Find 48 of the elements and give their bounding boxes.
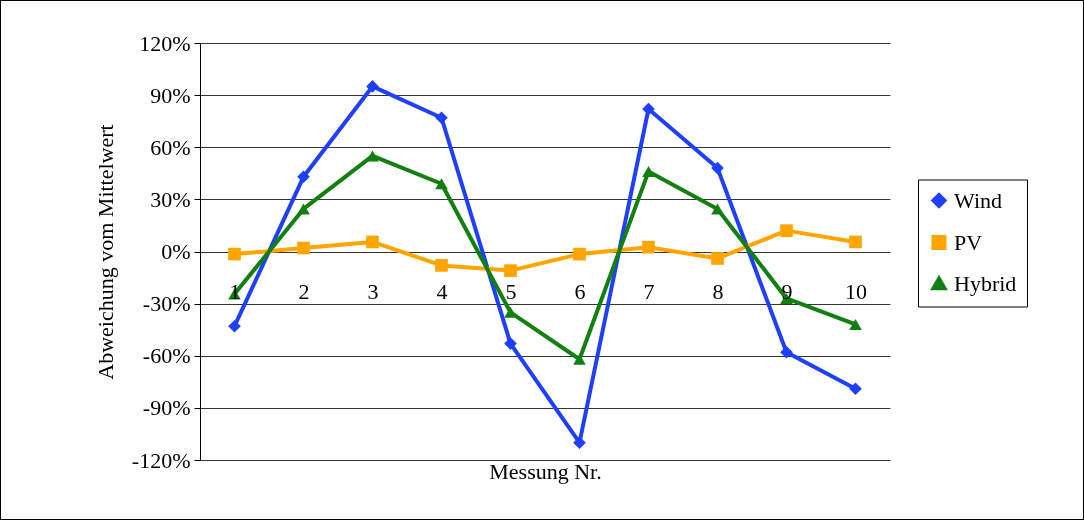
point bbox=[642, 240, 655, 254]
point bbox=[504, 264, 517, 277]
x-tick-label: 8 bbox=[712, 279, 724, 304]
y-tick-label: 60% bbox=[150, 134, 191, 160]
point bbox=[642, 166, 655, 178]
y-tick-label: -120% bbox=[131, 447, 191, 473]
y-tick-label: 90% bbox=[150, 82, 191, 108]
point bbox=[297, 203, 310, 215]
point bbox=[435, 178, 448, 190]
y-tick-label: -30% bbox=[142, 291, 191, 317]
point bbox=[504, 337, 517, 350]
x-tick-label: 3 bbox=[367, 279, 379, 304]
point bbox=[711, 203, 724, 215]
point bbox=[366, 80, 379, 93]
point bbox=[711, 161, 724, 175]
legend-label: Wind bbox=[954, 187, 1002, 213]
y-tick-label: 30% bbox=[150, 186, 191, 212]
point bbox=[711, 252, 724, 265]
point bbox=[228, 319, 241, 333]
x-axis-title: Messung Nr. bbox=[489, 458, 602, 484]
point bbox=[297, 170, 310, 184]
x-tick-label: 6 bbox=[574, 279, 586, 304]
x-tick-label: 5 bbox=[505, 279, 517, 304]
point bbox=[573, 436, 586, 449]
y-tick-label: -90% bbox=[142, 395, 191, 421]
point bbox=[642, 102, 655, 116]
x-tick-label: 4 bbox=[436, 279, 448, 304]
point bbox=[366, 235, 379, 249]
point bbox=[780, 345, 793, 359]
legend-label: Hybrid bbox=[954, 270, 1017, 296]
point bbox=[435, 259, 448, 272]
point bbox=[573, 247, 586, 261]
point bbox=[849, 319, 862, 330]
legend-label: PV bbox=[954, 229, 983, 255]
y-tick-label: 120% bbox=[139, 30, 191, 56]
y-tick-label: 0% bbox=[161, 239, 191, 264]
point bbox=[780, 224, 793, 237]
x-tick-label: 2 bbox=[298, 279, 310, 304]
y-tick-label: -60% bbox=[142, 343, 191, 369]
point bbox=[297, 241, 310, 255]
point bbox=[228, 247, 241, 261]
x-tick-label: 10 bbox=[845, 279, 867, 304]
point bbox=[849, 235, 862, 249]
x-tick-label: 7 bbox=[643, 279, 655, 304]
point bbox=[849, 382, 862, 396]
point bbox=[435, 111, 448, 125]
y-axis-title: Abweichung vom Mittelwert bbox=[92, 124, 118, 380]
point bbox=[573, 353, 586, 365]
